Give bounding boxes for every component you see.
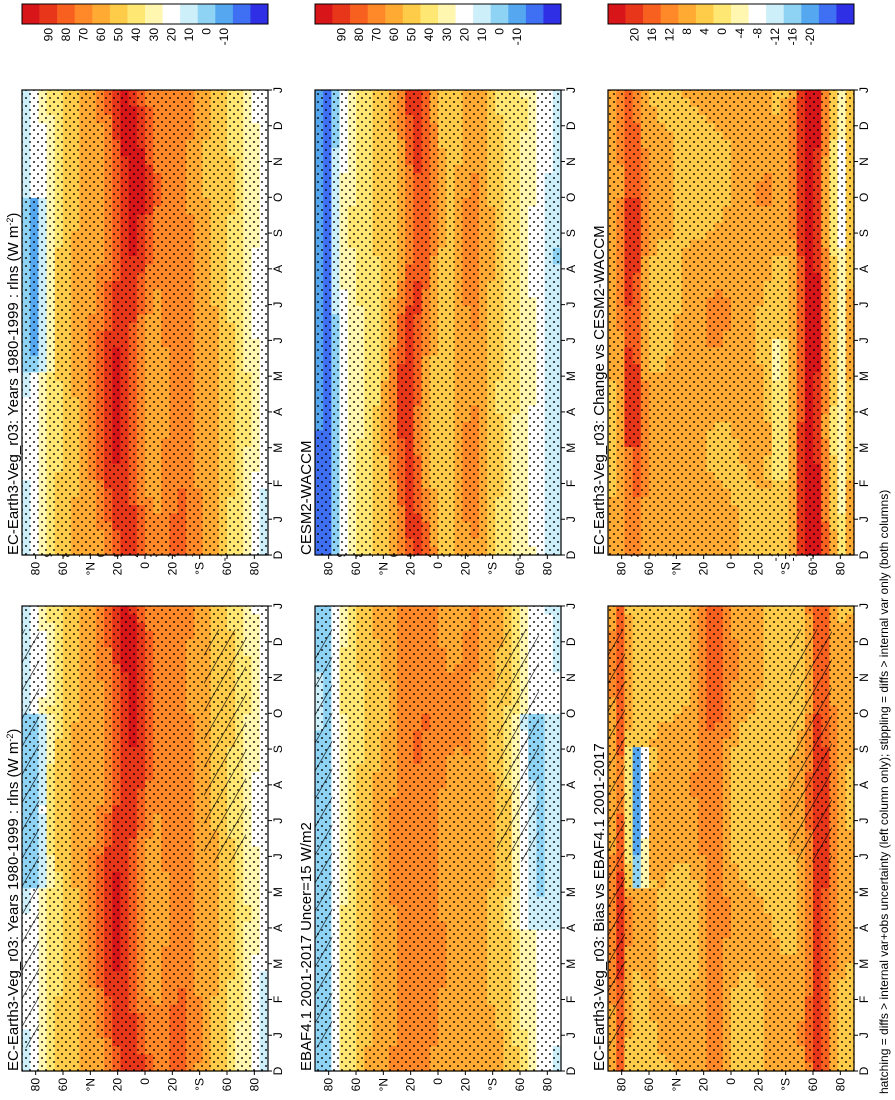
y-tick-label: °N: [83, 562, 97, 575]
y-tick-label: 80: [247, 1078, 261, 1092]
chart-panel-2: 80 60 °N 20 0 20 °S 60 80 D J F M A M J J A S O N D J EC-Earth3…: [5, 3, 285, 576]
colorbar-frame: [21, 3, 269, 25]
colorbar-swatch: [57, 4, 76, 24]
panel-title-text: EC-Earth3-Veg_r03: Years 1980-1999 : rln…: [5, 742, 22, 1071]
x-tick-label: D: [271, 550, 285, 559]
y-tick-label: 80: [247, 562, 261, 576]
y-tick-label: 20: [111, 1078, 125, 1092]
colorbar-swatch: [92, 4, 111, 24]
x-tick-label: M: [271, 371, 285, 381]
x-tick-label: D: [271, 1066, 285, 1075]
panel-title-text: EC-Earth3-Veg_r03: Years 1980-1999 : rln…: [5, 226, 22, 555]
y-tick-label: 20: [165, 1078, 179, 1092]
panel-title-sup: -2: [5, 734, 15, 742]
y-tick-label: 20: [111, 562, 125, 576]
y-tick-label: 60: [56, 562, 70, 576]
colorbar-tick-label: 70: [77, 28, 91, 42]
colorbar-tick-label: 0: [200, 28, 214, 35]
colorbar-swatch: [197, 4, 216, 24]
y-tick-label: 80: [29, 1078, 43, 1092]
colorbar-swatch: [215, 4, 234, 24]
colorbar-tick-label: -10: [217, 28, 231, 46]
x-tick-label: A: [271, 408, 285, 416]
colorbar-swatch: [39, 4, 58, 24]
x-tick-label: J: [271, 337, 285, 343]
y-tick-label: °S: [193, 1078, 207, 1091]
y-tick-label: °S: [193, 562, 207, 575]
y-tick-label: 0: [138, 1078, 152, 1085]
x-tick-label: S: [271, 229, 285, 237]
colorbar-tick-label: 10: [182, 28, 196, 42]
y-tick-label: 20: [165, 562, 179, 576]
y-tick-label: °N: [83, 1078, 97, 1091]
y-tick-label: 80: [29, 562, 43, 576]
y-tick-label: 60: [220, 1078, 234, 1092]
x-tick-label: F: [271, 996, 285, 1003]
y-tick-label: 60: [56, 1078, 70, 1092]
colorbar-tick-label: 20: [164, 28, 178, 42]
colorbar-swatch: [74, 4, 93, 24]
x-tick-label: A: [271, 265, 285, 273]
x-tick-label: N: [271, 673, 285, 682]
x-tick-label: J: [271, 516, 285, 522]
x-tick-label: J: [271, 87, 285, 93]
x-tick-label: O: [271, 193, 285, 202]
x-tick-label: O: [271, 709, 285, 718]
y-tick-label: 0: [138, 562, 152, 569]
colorbar-tick-label: 30: [147, 28, 161, 42]
hatching-overlay: [22, 629, 246, 1048]
hatching-region: [22, 629, 40, 1048]
panel-title-sup: -2: [5, 218, 15, 226]
x-tick-label: F: [271, 480, 285, 487]
stippling-overlay: [22, 90, 268, 555]
colorbar-swatch: [145, 4, 163, 24]
x-tick-label: J: [271, 603, 285, 609]
colorbar-swatch: [250, 4, 269, 24]
colorbar-swatch: [109, 4, 128, 24]
x-tick-label: J: [271, 302, 285, 308]
colorbar-tick-label: 50: [112, 28, 126, 42]
x-tick-label: D: [271, 121, 285, 130]
panel-title-end: ): [5, 213, 22, 218]
colorbar-swatch: [127, 4, 146, 24]
y-tick-label: 60: [220, 562, 234, 576]
colorbar-tick-label: 80: [59, 28, 73, 42]
panel-title: EC-Earth3-Veg_r03: Years 1980-1999 : rln…: [5, 729, 22, 1071]
colorbar-swatch: [22, 4, 40, 24]
colorbar-swatch: [162, 4, 181, 24]
chart-panel-1: 80 60 °N 20 0 20 °S 60 80 D J F M A M J J A S O N D J EC-Earth3…: [5, 519, 285, 1092]
colorbar-tick-label: 40: [129, 28, 143, 42]
x-tick-label: D: [271, 637, 285, 646]
panel-title: EC-Earth3-Veg_r03: Years 1980-1999 : rln…: [5, 213, 22, 555]
x-tick-label: J: [271, 1032, 285, 1038]
x-tick-label: J: [271, 818, 285, 824]
colorbar-tick-label: 90: [41, 28, 55, 42]
x-tick-label: S: [271, 745, 285, 753]
colorbar-swatch: [232, 4, 251, 24]
colorbar-swatch: [180, 4, 199, 24]
x-tick-label: J: [271, 853, 285, 859]
x-tick-label: M: [271, 887, 285, 897]
panel-title-end: ): [5, 729, 22, 734]
x-tick-label: M: [271, 443, 285, 453]
x-tick-label: A: [271, 781, 285, 789]
x-tick-label: M: [271, 959, 285, 969]
hatching-region: [204, 629, 246, 862]
x-tick-label: N: [271, 157, 285, 166]
x-tick-label: A: [271, 924, 285, 932]
colorbar-tick-label: 60: [94, 28, 108, 42]
